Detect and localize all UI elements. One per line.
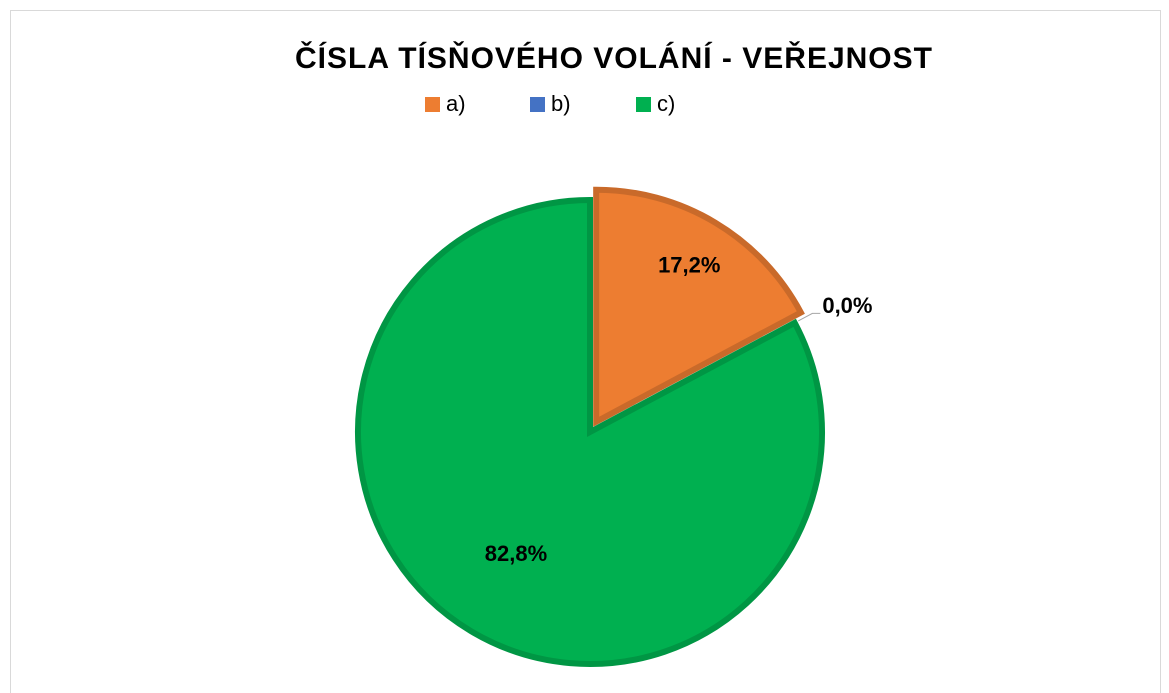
data-label: 17,2% [658,252,720,277]
pie-slice [593,186,805,427]
chart-title: ČÍSLA TÍSŇOVÉHO VOLÁNÍ - VEŘEJNOST [295,41,933,75]
data-label: 0,0% [822,293,872,318]
legend-swatch [636,97,651,112]
data-label: 82,8% [485,541,547,566]
legend-label: a) [446,91,466,116]
legend-swatch [425,97,440,112]
leader-line [797,312,821,322]
pie-slice [355,196,825,667]
legend-swatch [530,97,545,112]
legend-label: b) [551,91,571,116]
legend-label: c) [657,91,675,116]
